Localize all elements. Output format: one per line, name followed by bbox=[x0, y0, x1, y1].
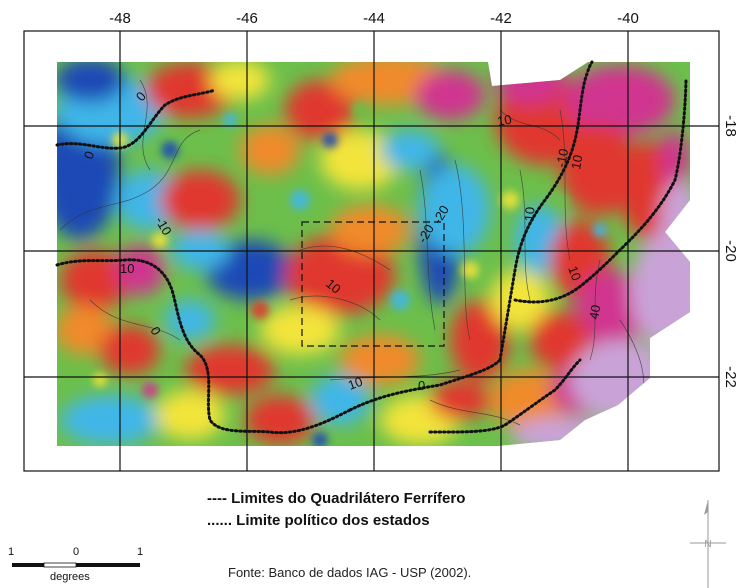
latitude-tick-label: -22 bbox=[722, 366, 739, 388]
longitude-tick-label: -40 bbox=[617, 10, 639, 27]
data-source-caption: Fonte: Banco de dados IAG - USP (2002). bbox=[228, 565, 472, 580]
contour-value-label: 10 bbox=[565, 264, 584, 283]
longitude-tick-label: -48 bbox=[109, 10, 131, 27]
scale-bar bbox=[12, 562, 140, 568]
contour-value-label: 10 bbox=[568, 154, 585, 171]
quadrilatero-ferrifero-boundary bbox=[301, 221, 445, 347]
scale-unit: degrees bbox=[50, 571, 90, 583]
latitude-tick-label: -20 bbox=[722, 240, 739, 262]
scale-label-left: 1 bbox=[8, 546, 15, 558]
contour-value-label: -10 bbox=[521, 206, 538, 226]
contour-value-labels: 0 0 10 10 -10 -10 -20 -20 10 10 0 10 10 … bbox=[81, 89, 604, 393]
latitude-tick-label: -18 bbox=[722, 115, 739, 137]
contour-value-label: 10 bbox=[346, 374, 365, 393]
north-arrow-icon: N bbox=[690, 500, 726, 588]
contour-value-label: 10 bbox=[496, 112, 513, 129]
state-political-limits bbox=[55, 60, 688, 435]
longitude-tick-label: -44 bbox=[363, 10, 385, 27]
legend-state-limits: ...... Limite político dos estados bbox=[207, 512, 430, 529]
contour-value-label: 40 bbox=[586, 304, 603, 321]
longitude-tick-label: -46 bbox=[236, 10, 258, 27]
scale-label-middle: 0 bbox=[73, 546, 80, 558]
longitude-tick-label: -42 bbox=[490, 10, 512, 27]
anomaly-color-field bbox=[57, 62, 690, 446]
legend-quadrilatero: ---- Limites do Quadrilátero Ferrífero bbox=[207, 490, 466, 507]
contour-value-label: 0 bbox=[418, 378, 425, 393]
coordinate-grid bbox=[24, 31, 719, 471]
contour-value-label: -10 bbox=[553, 147, 571, 168]
north-label: N bbox=[704, 539, 711, 550]
scale-label-right: 1 bbox=[137, 546, 144, 558]
contour-value-label: 0 bbox=[81, 149, 98, 161]
contour-value-label: 10 bbox=[120, 261, 134, 276]
